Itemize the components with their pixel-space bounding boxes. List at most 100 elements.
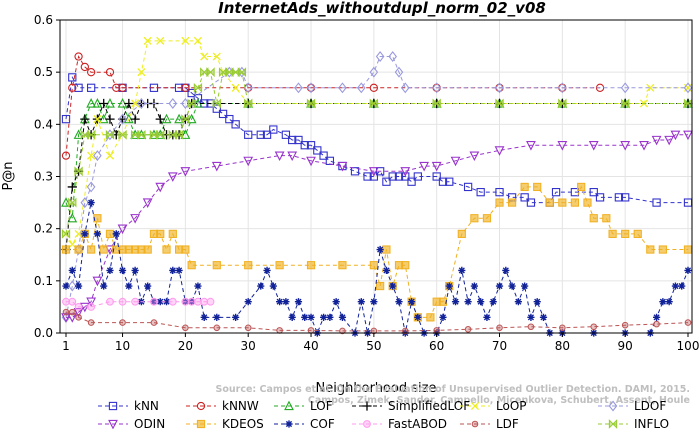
point-fastabod <box>168 297 177 306</box>
point-inflo <box>621 98 630 109</box>
point-odin <box>469 151 480 162</box>
point-knn <box>74 83 83 92</box>
point-cof <box>483 313 491 321</box>
point-odin <box>639 141 649 151</box>
point-cof <box>282 298 290 306</box>
point-ldf <box>527 323 535 331</box>
series-line-knnw <box>65 55 600 156</box>
point-odin <box>664 135 675 146</box>
point-kdeos <box>507 198 517 207</box>
point-odin <box>683 130 693 141</box>
y-tick-label: 0.4 <box>34 117 53 131</box>
point-cof <box>326 313 334 321</box>
series-knnw <box>61 52 605 160</box>
point-odin <box>651 135 662 146</box>
point-cof <box>376 245 384 254</box>
point-knn <box>269 125 278 134</box>
y-tick-label: 0.6 <box>34 13 53 27</box>
point-ldof <box>243 82 253 94</box>
point-kdeos <box>156 229 165 238</box>
credit-line-2: Campos, Zimek, Sander, Campello, Micenko… <box>308 395 690 406</box>
point-knnw <box>86 68 96 77</box>
legend-item-kdeos: KDEOS <box>186 417 264 431</box>
point-knn <box>306 141 316 150</box>
point-cof <box>665 298 673 306</box>
legend-marker-fastabod <box>363 420 371 428</box>
y-tick-label: 0.2 <box>34 222 53 236</box>
point-knn <box>262 130 272 139</box>
point-cof <box>539 313 548 321</box>
series-line-loop <box>65 40 688 246</box>
point-simplifiedlof <box>67 182 77 192</box>
point-ldf <box>653 320 660 328</box>
point-odin <box>92 276 103 287</box>
point-ldof <box>93 150 102 162</box>
point-loop <box>137 68 146 77</box>
point-cof <box>652 313 661 321</box>
series-lof <box>61 98 693 223</box>
point-knn <box>388 172 397 181</box>
point-inflo <box>156 129 165 140</box>
point-inflo <box>237 67 247 78</box>
point-fastabod <box>181 297 190 306</box>
x-tick-label: 20 <box>178 339 193 353</box>
point-odin <box>557 141 568 151</box>
point-knn <box>520 193 529 202</box>
point-kdeos <box>401 261 410 270</box>
point-loop <box>131 99 140 108</box>
point-simplifiedlof <box>130 114 140 124</box>
y-tick-label: 0.0 <box>34 326 53 340</box>
series-ldof <box>61 51 693 323</box>
legend-label-ldf: LDF <box>496 417 519 431</box>
point-ldf <box>62 308 70 316</box>
series-line-ldf <box>66 311 689 332</box>
point-ldf <box>150 319 158 326</box>
legend-label-loop: LoOP <box>496 399 527 413</box>
point-knn <box>463 182 473 192</box>
point-knn <box>589 188 598 197</box>
x-axis-label: Neighborhood size <box>316 381 437 396</box>
point-ldof <box>356 82 366 94</box>
series-ldf <box>62 308 692 335</box>
point-knn <box>350 167 360 176</box>
point-inflo <box>86 129 96 140</box>
point-knn <box>407 177 416 186</box>
legend-label-cof: COF <box>310 417 335 431</box>
point-odin <box>287 151 298 162</box>
point-cof <box>451 298 460 306</box>
point-knn <box>432 172 441 181</box>
point-cof <box>382 266 391 274</box>
point-knn <box>294 135 303 145</box>
point-lof <box>61 197 71 207</box>
point-ldof <box>80 197 90 209</box>
series-odin <box>61 130 693 323</box>
point-knn <box>174 83 184 92</box>
point-knn <box>193 94 203 103</box>
point-cof <box>112 230 120 238</box>
point-cof <box>68 266 76 274</box>
point-cof <box>684 266 692 274</box>
legend-item-knnw: kNNW <box>186 399 259 413</box>
point-inflo <box>306 98 316 109</box>
point-knn <box>570 188 580 197</box>
legend-label-ldof: LDOF <box>634 399 666 413</box>
point-loop <box>93 115 102 124</box>
point-kdeos <box>382 245 391 254</box>
point-knn <box>218 109 228 119</box>
point-kdeos <box>275 261 284 270</box>
point-kdeos <box>558 198 567 207</box>
point-fastabod <box>106 297 114 306</box>
point-loop <box>231 83 240 92</box>
point-inflo <box>149 129 159 140</box>
point-knn <box>394 172 404 181</box>
point-kdeos <box>482 214 492 223</box>
point-knn <box>526 198 536 207</box>
point-kdeos <box>583 198 592 207</box>
point-inflo <box>193 82 203 93</box>
point-fastabod <box>187 297 196 306</box>
legend-marker-ldof <box>608 400 618 412</box>
point-loop <box>87 151 96 160</box>
point-fastabod <box>87 303 96 311</box>
point-inflo <box>168 129 177 140</box>
point-odin <box>86 297 97 308</box>
